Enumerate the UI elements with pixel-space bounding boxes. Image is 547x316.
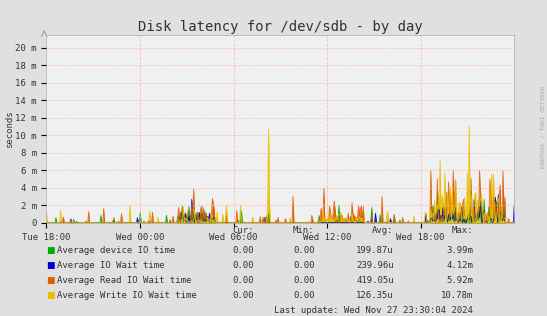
Text: Average Read IO Wait time: Average Read IO Wait time xyxy=(57,276,192,285)
Text: ■: ■ xyxy=(46,291,55,300)
Text: 4.12m: 4.12m xyxy=(446,261,473,270)
Text: Max:: Max: xyxy=(452,226,473,235)
Text: 0.00: 0.00 xyxy=(293,291,315,300)
Text: Average device IO time: Average device IO time xyxy=(57,246,176,255)
Text: 10.78m: 10.78m xyxy=(441,291,473,300)
Text: ■: ■ xyxy=(46,276,55,285)
Text: Average Write IO Wait time: Average Write IO Wait time xyxy=(57,291,197,300)
Title: Disk latency for /dev/sdb - by day: Disk latency for /dev/sdb - by day xyxy=(138,20,423,33)
Text: 3.99m: 3.99m xyxy=(446,246,473,255)
Text: RRDTOOL / TOBI OETIKER: RRDTOOL / TOBI OETIKER xyxy=(541,85,546,168)
Text: Min:: Min: xyxy=(293,226,315,235)
Text: Average IO Wait time: Average IO Wait time xyxy=(57,261,165,270)
Text: 126.35u: 126.35u xyxy=(356,291,394,300)
Text: ■: ■ xyxy=(46,246,55,255)
Text: 239.96u: 239.96u xyxy=(356,261,394,270)
Text: Avg:: Avg: xyxy=(373,226,394,235)
Text: 0.00: 0.00 xyxy=(233,246,254,255)
Text: 0.00: 0.00 xyxy=(233,261,254,270)
Text: 5.92m: 5.92m xyxy=(446,276,473,285)
Text: 0.00: 0.00 xyxy=(233,291,254,300)
Text: 199.87u: 199.87u xyxy=(356,246,394,255)
Text: Last update: Wed Nov 27 23:30:04 2024: Last update: Wed Nov 27 23:30:04 2024 xyxy=(274,307,473,315)
Text: 0.00: 0.00 xyxy=(233,276,254,285)
Text: 0.00: 0.00 xyxy=(293,276,315,285)
Text: ■: ■ xyxy=(46,261,55,270)
Text: 0.00: 0.00 xyxy=(293,261,315,270)
Text: Cur:: Cur: xyxy=(233,226,254,235)
Text: 0.00: 0.00 xyxy=(293,246,315,255)
Y-axis label: seconds: seconds xyxy=(5,110,14,148)
Text: 419.05u: 419.05u xyxy=(356,276,394,285)
